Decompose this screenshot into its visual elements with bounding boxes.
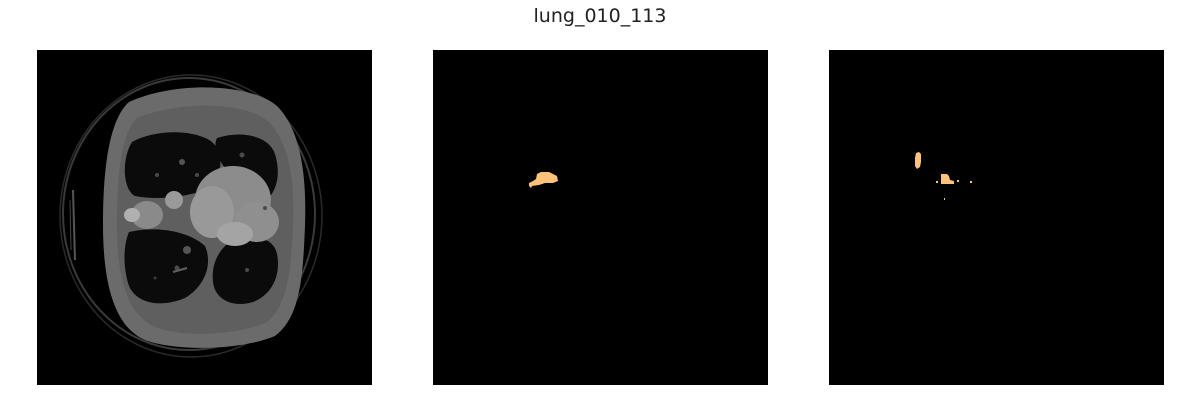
mask-region <box>915 152 921 169</box>
ground-truth-mask <box>433 50 768 385</box>
mask-region <box>529 172 558 188</box>
mask-speck <box>936 181 938 183</box>
mask-speck <box>957 180 959 182</box>
prediction-panel <box>829 50 1164 385</box>
figure-title: lung_010_113 <box>533 5 667 27</box>
ct-slice-panel <box>37 50 372 385</box>
ground-truth-panel <box>433 50 768 385</box>
mask-region <box>941 174 954 184</box>
ct-slice-image <box>37 50 372 385</box>
mask-speck <box>970 181 972 183</box>
mask-speck <box>944 198 945 200</box>
predicted-mask <box>829 50 1164 385</box>
